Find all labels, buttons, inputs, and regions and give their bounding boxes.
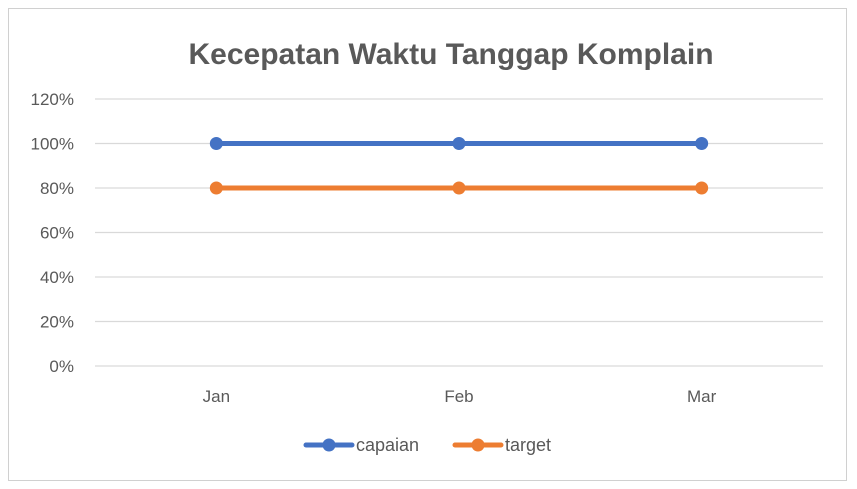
series-capaian	[209, 137, 709, 150]
data-point	[452, 181, 466, 195]
y-axis-tick-labels: 0% 20% 40% 60% 80% 100% 120%	[31, 90, 74, 376]
legend-label: capaian	[356, 435, 419, 455]
y-tick-label: 80%	[40, 179, 74, 198]
y-tick-label: 60%	[40, 224, 74, 243]
legend-marker	[471, 438, 485, 452]
legend-label: target	[505, 435, 551, 455]
y-tick-label: 0%	[49, 357, 74, 376]
chart-frame	[8, 8, 847, 481]
legend: capaian target	[303, 435, 551, 455]
x-tick-label: Mar	[687, 387, 717, 406]
y-tick-label: 20%	[40, 313, 74, 332]
series-lines	[209, 137, 709, 195]
x-axis-tick-labels: Jan Feb Mar	[203, 387, 717, 406]
y-tick-label: 100%	[31, 135, 74, 154]
data-point	[695, 137, 709, 150]
x-tick-label: Feb	[444, 387, 473, 406]
chart-title: Kecepatan Waktu Tanggap Komplain	[188, 38, 713, 71]
series-target	[209, 181, 709, 195]
data-point	[209, 137, 223, 150]
data-point	[209, 181, 223, 195]
data-point	[695, 181, 709, 195]
x-tick-label: Jan	[203, 387, 230, 406]
data-point	[452, 137, 466, 150]
legend-item-target: target	[452, 435, 551, 455]
y-tick-label: 40%	[40, 268, 74, 287]
y-tick-label: 120%	[31, 90, 74, 109]
legend-item-capaian: capaian	[303, 435, 419, 455]
legend-marker	[322, 438, 336, 452]
